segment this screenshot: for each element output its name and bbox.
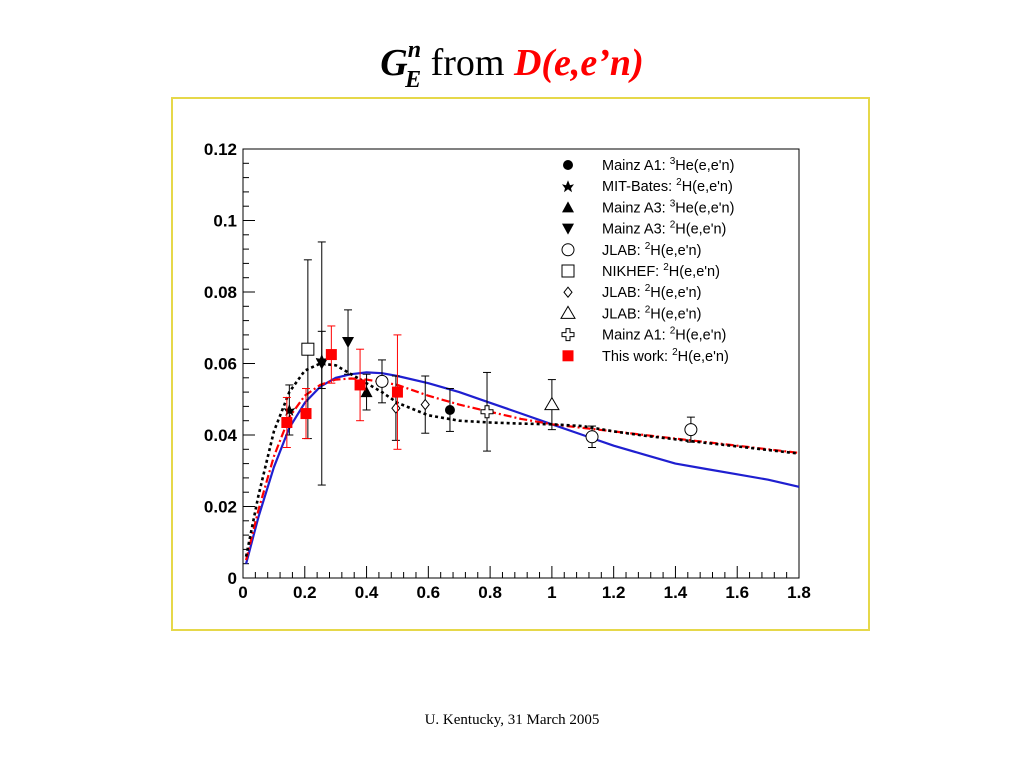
data-point bbox=[315, 358, 328, 370]
x-tick-label: 1.4 bbox=[664, 583, 688, 602]
data-point bbox=[444, 404, 455, 415]
legend-entry: JLAB: 2H(e,e'n) bbox=[602, 283, 701, 301]
data-point bbox=[391, 386, 403, 398]
y-tick-label: 0.04 bbox=[204, 426, 238, 445]
x-tick-label: 1.6 bbox=[725, 583, 749, 602]
legend-marker bbox=[563, 286, 573, 299]
data-point bbox=[544, 396, 560, 411]
title-sub: E bbox=[405, 67, 422, 93]
legend-entry: NIKHEF: 2H(e,e'n) bbox=[602, 262, 720, 280]
title-from: from bbox=[430, 42, 505, 84]
data-point bbox=[281, 416, 293, 428]
data-point bbox=[325, 349, 337, 361]
slide-title: GnE from D(e,e’n) bbox=[0, 38, 1024, 92]
legend-marker bbox=[563, 160, 573, 170]
data-point bbox=[480, 405, 494, 419]
data-point bbox=[283, 403, 296, 416]
y-tick-label: 0.02 bbox=[204, 498, 237, 517]
chart-frame: 0 0.2 0.4 0.6 0.8 1 1.2 1.4 1.6 1.8 0 0.02 0.04 0.06 0… bbox=[171, 97, 870, 631]
fit-curve-dashdot bbox=[245, 377, 800, 561]
x-tick-label: 1 bbox=[547, 583, 556, 602]
legend-marker bbox=[562, 201, 574, 213]
title-sup: n bbox=[407, 37, 422, 63]
legend-marker bbox=[560, 305, 576, 319]
legend-entry: JLAB: 2H(e,e'n) bbox=[602, 241, 701, 259]
data-point bbox=[391, 402, 401, 414]
footer-caption: U. Kentucky, 31 March 2005 bbox=[424, 712, 600, 728]
y-tick-label: 0.12 bbox=[204, 140, 237, 159]
legend-marker bbox=[562, 350, 574, 362]
data-point bbox=[342, 337, 355, 349]
legend-marker bbox=[561, 264, 575, 278]
legend-entry: This work: 2H(e,e'n) bbox=[602, 347, 729, 365]
y-tick-label: 0 bbox=[228, 569, 237, 588]
x-tick-label: 1.2 bbox=[602, 583, 626, 602]
fit-curve-dotted bbox=[244, 362, 800, 557]
legend-entry: MIT-Bates: 2H(e,e'n) bbox=[602, 177, 733, 195]
chart: 0 0.2 0.4 0.6 0.8 1 1.2 1.4 1.6 1.8 0 0.02 0.04 0.06 0… bbox=[204, 140, 811, 602]
legend-entry: Mainz A1: 3He(e,e'n) bbox=[602, 156, 734, 174]
legend-entry: Mainz A3: 2H(e,e'n) bbox=[602, 220, 726, 238]
legend-entry: JLAB: 2H(e,e'n) bbox=[602, 304, 701, 322]
data-point bbox=[354, 379, 366, 391]
legend-marker bbox=[561, 328, 575, 342]
legend-marker bbox=[562, 180, 574, 193]
legend-marker bbox=[562, 223, 574, 235]
data-point bbox=[360, 386, 373, 398]
x-tick-label: 0.2 bbox=[293, 583, 317, 602]
x-tick-label: 0 bbox=[238, 583, 247, 602]
title-reaction: D(e,e’n) bbox=[513, 42, 644, 84]
x-tick-label: 0.4 bbox=[355, 583, 379, 602]
x-tick-label: 1.8 bbox=[787, 583, 811, 602]
title-g: G bbox=[380, 42, 408, 84]
data-point bbox=[585, 430, 599, 444]
legend-entry: Mainz A1: 2H(e,e'n) bbox=[602, 326, 726, 344]
fit-curve-solid bbox=[245, 371, 800, 564]
legend-marker bbox=[561, 243, 575, 257]
x-tick-label: 0.6 bbox=[417, 583, 441, 602]
data-point bbox=[301, 342, 315, 356]
data-point bbox=[684, 423, 698, 437]
legend-entry: Mainz A3: 3He(e,e'n) bbox=[602, 198, 734, 216]
y-tick-label: 0.1 bbox=[213, 212, 237, 231]
data-point bbox=[375, 374, 389, 388]
y-tick-label: 0.08 bbox=[204, 283, 237, 302]
data-point bbox=[420, 398, 430, 411]
x-tick-label: 0.8 bbox=[478, 583, 502, 602]
y-tick-label: 0.06 bbox=[204, 355, 237, 374]
data-point bbox=[300, 408, 312, 420]
